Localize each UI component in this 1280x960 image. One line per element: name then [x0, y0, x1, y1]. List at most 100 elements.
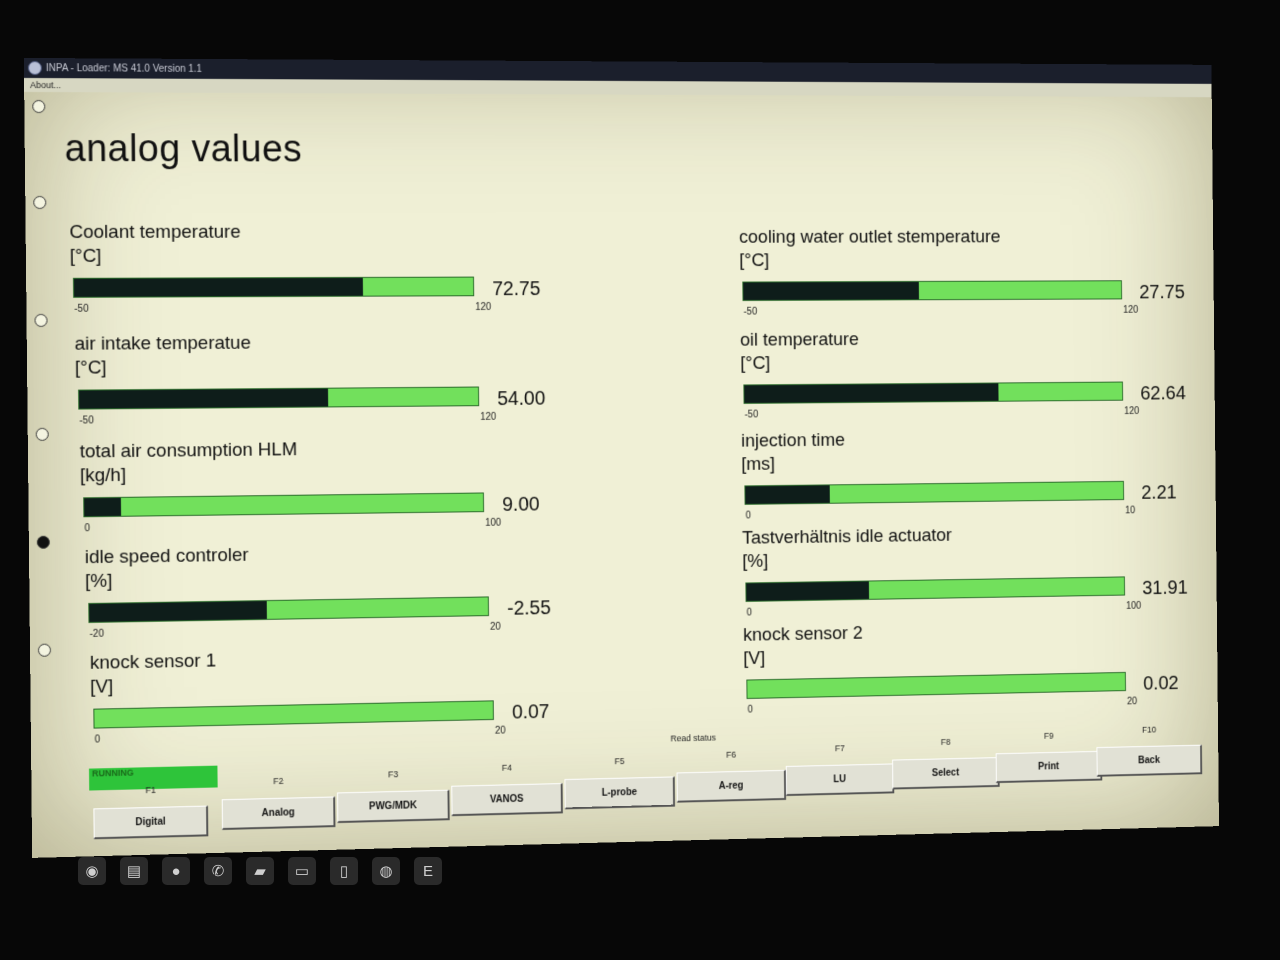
print-button[interactable]: Print — [996, 751, 1103, 783]
analog-button[interactable]: Analog — [222, 796, 336, 830]
gauge-max: 100 — [485, 518, 501, 529]
gauge-fill — [89, 601, 266, 622]
gauge-label: Coolant temperature — [69, 222, 240, 244]
fkey-a-reg: F6 A-reg — [676, 749, 786, 803]
fkey-analog: F2 Analog — [221, 775, 335, 830]
gauge-label: idle speed controler — [85, 545, 249, 569]
sticky-notes-icon[interactable]: ▰ — [246, 857, 274, 885]
gauge-total-air-consumption: total air consumption HLM [kg/h] 9.00 0 … — [80, 437, 539, 545]
bmw-icon[interactable]: ◍ — [372, 857, 400, 885]
gauge-max: 120 — [480, 412, 496, 423]
gauge-min: -50 — [744, 307, 758, 318]
gauge-min: 0 — [747, 608, 752, 619]
windows-taskbar: ◉ ▤ ● ✆ ▰ ▭ ▯ ◍ E — [78, 853, 442, 889]
fkey-number: F10 — [1096, 724, 1202, 740]
viber-icon[interactable]: ✆ — [204, 857, 232, 885]
gauge-bar — [745, 576, 1125, 601]
inpa-app-icon — [28, 61, 42, 75]
gauge-idle-actuator-duty: Tastverhältnis idle actuator [%] 31.91 0… — [742, 522, 1177, 629]
pwg-mdk-button[interactable]: PWG/MDK — [337, 790, 450, 823]
gauge-bar — [78, 387, 479, 410]
gauge-label: Tastverhältnis idle actuator — [742, 525, 952, 549]
gauge-max: 100 — [1126, 601, 1141, 612]
fkey-number: F7 — [786, 742, 894, 758]
select-button[interactable]: Select — [892, 757, 1000, 789]
l-probe-button[interactable]: L-probe — [564, 776, 675, 809]
binder-hole — [36, 428, 49, 441]
gauge-air-intake-temperature: air intake temperatue [°C] 54.00 -50 120 — [75, 331, 535, 437]
gauge-min: -50 — [79, 415, 93, 426]
gauge-bar — [742, 280, 1122, 301]
gauge-fill — [745, 485, 829, 503]
vanos-button[interactable]: VANOS — [451, 783, 563, 816]
gauge-label: injection time — [741, 430, 845, 452]
binder-hole — [38, 644, 51, 657]
gauge-unit: [V] — [90, 676, 113, 698]
gauge-max: 20 — [1127, 697, 1137, 708]
gauge-min: 0 — [746, 511, 751, 522]
gauge-max: 20 — [495, 726, 506, 737]
fkey-number: F2 — [221, 775, 335, 792]
binder-hole — [32, 100, 45, 113]
gauge-label: cooling water outlet stemperature — [739, 227, 1001, 249]
editor-icon[interactable]: E — [414, 857, 442, 885]
gauge-unit: [%] — [85, 571, 112, 593]
start-icon[interactable]: ◉ — [78, 857, 106, 885]
gauge-cooling-water-outlet: cooling water outlet stemperature [°C] 2… — [739, 227, 1174, 328]
gauge-max: 120 — [1124, 406, 1139, 417]
gauge-unit: [°C] — [70, 246, 102, 268]
binder-hole — [33, 196, 46, 209]
firefox-icon[interactable]: ● — [162, 857, 190, 885]
gauge-unit: [°C] — [75, 357, 107, 379]
page-title: analog values — [64, 128, 302, 171]
menu-about[interactable]: About... — [30, 80, 61, 90]
gauge-value: 2.21 — [1141, 482, 1177, 504]
gauge-value: 27.75 — [1139, 282, 1185, 304]
gauge-label: air intake temperatue — [75, 333, 251, 356]
gauge-min: -50 — [745, 410, 759, 421]
fkey-l-probe: F5 L-probe — [564, 755, 675, 809]
gauge-fill — [743, 282, 918, 300]
binder-hole — [37, 536, 50, 549]
gauge-fill — [84, 498, 121, 516]
back-button[interactable]: Back — [1096, 745, 1202, 777]
gauge-fill — [79, 389, 328, 409]
fkey-lu: F7 LU — [786, 742, 895, 796]
fkey-vanos: F4 VANOS — [451, 762, 563, 817]
gauge-knock-sensor-2: knock sensor 2 [V] 0.02 0 20 — [743, 618, 1178, 727]
gauge-unit: [°C] — [739, 250, 769, 271]
gauge-injection-time: injection time [ms] 2.21 0 10 — [741, 427, 1176, 532]
gauge-unit: [°C] — [740, 353, 770, 375]
gauge-max: 120 — [475, 302, 491, 313]
gauge-bar — [746, 672, 1126, 699]
fkey-number: F6 — [676, 749, 785, 765]
a-reg-button[interactable]: A-reg — [677, 770, 787, 803]
gauge-bar — [744, 481, 1124, 505]
fkey-pwg-mdk: F3 PWG/MDK — [337, 768, 450, 823]
lu-button[interactable]: LU — [786, 763, 895, 796]
gauge-min: 0 — [84, 523, 90, 534]
gauge-fill — [74, 278, 363, 297]
gauge-label: oil temperature — [740, 329, 859, 351]
gauge-unit: [%] — [742, 551, 768, 573]
gauge-bar — [743, 382, 1123, 404]
gauge-value: 9.00 — [502, 494, 540, 517]
fkey-digital: F1 Digital — [93, 784, 208, 840]
folder-icon[interactable]: ▤ — [120, 857, 148, 885]
explorer-icon[interactable]: ▭ — [288, 857, 316, 885]
gauge-unit: [V] — [743, 648, 765, 670]
fkey-number: F4 — [451, 762, 562, 778]
gauge-fill — [746, 581, 868, 600]
gauge-oil-temperature: oil temperature [°C] 62.64 -50 120 — [740, 328, 1175, 431]
gauge-min: 0 — [95, 734, 101, 745]
fkey-number: F9 — [995, 730, 1101, 746]
fkey-number: F8 — [892, 736, 999, 752]
fkey-number: F1 — [93, 784, 208, 801]
notepad-icon[interactable]: ▯ — [330, 857, 358, 885]
gauge-min: 0 — [748, 705, 753, 716]
binder-hole — [34, 314, 47, 327]
gauge-max: 10 — [1125, 506, 1135, 517]
gauge-bar — [88, 596, 489, 623]
gauge-fill — [744, 383, 999, 402]
digital-button[interactable]: Digital — [93, 806, 208, 840]
